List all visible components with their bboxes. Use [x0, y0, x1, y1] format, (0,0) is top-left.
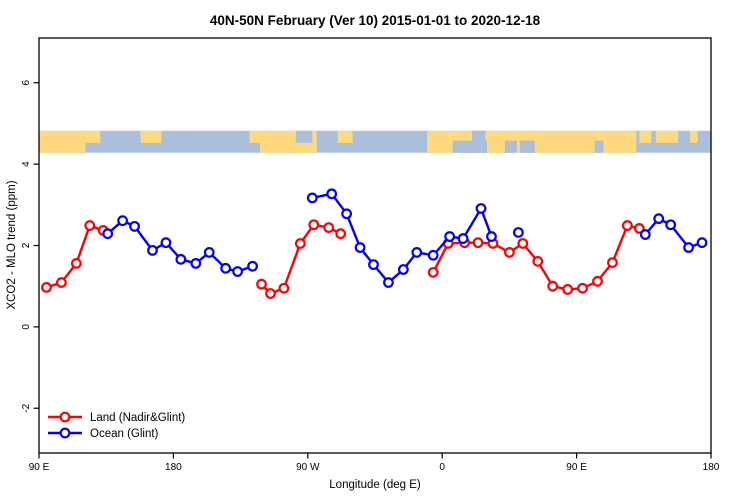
data-point [354, 242, 366, 253]
data-point [220, 262, 232, 274]
data-point [175, 253, 187, 265]
map-strip-land-segment [140, 130, 162, 143]
y-tick-label: 2 [21, 242, 32, 248]
data-point [411, 247, 423, 258]
data-point [427, 249, 439, 261]
legend: Land (Nadir&Glint) Ocean (Glint) [48, 411, 185, 440]
x-tick-label: 180 [703, 462, 720, 473]
data-point [247, 260, 258, 272]
data-point [102, 228, 114, 240]
data-point [84, 220, 96, 231]
data-point [326, 188, 338, 200]
data-point [117, 215, 129, 227]
legend-label: Ocean (Glint) [90, 428, 159, 440]
y-tick-label: 0 [21, 324, 32, 330]
y-tick-label: 4 [21, 161, 32, 167]
data-point [306, 192, 318, 204]
map-strip-ocean-patch [594, 140, 604, 153]
map-strip-land-segment [639, 130, 652, 143]
data-point [472, 237, 484, 249]
data-point [427, 266, 439, 278]
data-point [457, 233, 469, 244]
x-tick-label: 90 E [29, 462, 50, 473]
map-strip-ocean-patch [519, 140, 535, 153]
series-line [260, 223, 342, 295]
data-point [160, 237, 172, 249]
map-strip-land-segment [249, 130, 261, 143]
data-point [486, 231, 497, 242]
data-point [444, 231, 456, 242]
data-point [278, 282, 290, 294]
data-point [56, 277, 67, 288]
data-point [532, 255, 544, 267]
data-point [323, 222, 335, 233]
y-tick-label: 6 [21, 80, 32, 86]
series-land [41, 219, 645, 299]
x-tick-label: 90 W [296, 462, 320, 473]
data-point [368, 259, 379, 271]
map-strip-ocean-patch [295, 130, 313, 143]
data-point [383, 277, 394, 288]
data-point [475, 203, 487, 214]
data-point [129, 220, 140, 232]
data-point [190, 258, 202, 269]
data-point [607, 257, 618, 268]
map-strip [39, 130, 711, 153]
data-point [294, 238, 306, 249]
data-point [203, 247, 215, 258]
data-point [562, 284, 574, 295]
x-axis-title: Longitude (deg E) [329, 479, 421, 491]
map-strip-land-segment [39, 130, 86, 153]
data-point [341, 208, 353, 220]
data-point [232, 266, 244, 277]
map-strip-land-segment [85, 130, 101, 143]
legend-marker-sample [59, 411, 71, 423]
data-point [633, 223, 645, 234]
x-tick-label: 180 [165, 462, 182, 473]
series-line [45, 224, 105, 289]
map-strip-ocean-patch [452, 140, 487, 153]
x-tick-label: 90 E [566, 462, 587, 473]
data-point [512, 227, 524, 238]
data-point [683, 242, 694, 253]
data-point [147, 244, 158, 256]
plot-frame [38, 37, 712, 454]
data-point [504, 247, 515, 258]
series-ocean [102, 188, 708, 288]
x-tick-label: 0 [439, 462, 445, 473]
data-point [308, 219, 320, 231]
data-point [696, 237, 708, 249]
legend-marker-sample [59, 427, 71, 439]
y-axis-title: XCO2 - MLO trend (ppm) [6, 180, 18, 309]
data-point [547, 280, 559, 292]
data-point [592, 275, 603, 287]
map-strip-ocean-patch [504, 140, 517, 153]
y-tick-label: -2 [21, 403, 32, 412]
data-point [397, 264, 409, 275]
data-point [41, 282, 52, 293]
axes: 90 E 180 90 W 0 90 E 180 -2 0 2 4 6 [21, 80, 720, 473]
map-strip-land-segment [337, 130, 353, 143]
legend-label: Land (Nadir&Glint) [90, 412, 185, 424]
data-point [70, 258, 82, 269]
data-point [653, 213, 665, 225]
chart-title: 40N-50N February (Ver 10) 2015-01-01 to … [210, 13, 541, 28]
data-point [265, 288, 276, 299]
data-point [621, 220, 633, 231]
data-point [256, 278, 267, 290]
data-point [639, 229, 651, 240]
map-strip-land-segment [655, 130, 679, 143]
data-point [577, 282, 588, 294]
map-strip-land-segment [690, 130, 698, 143]
data-point [665, 219, 677, 231]
data-point [517, 238, 529, 249]
data-point [335, 228, 347, 240]
map-strip-ocean-patch [472, 130, 486, 143]
